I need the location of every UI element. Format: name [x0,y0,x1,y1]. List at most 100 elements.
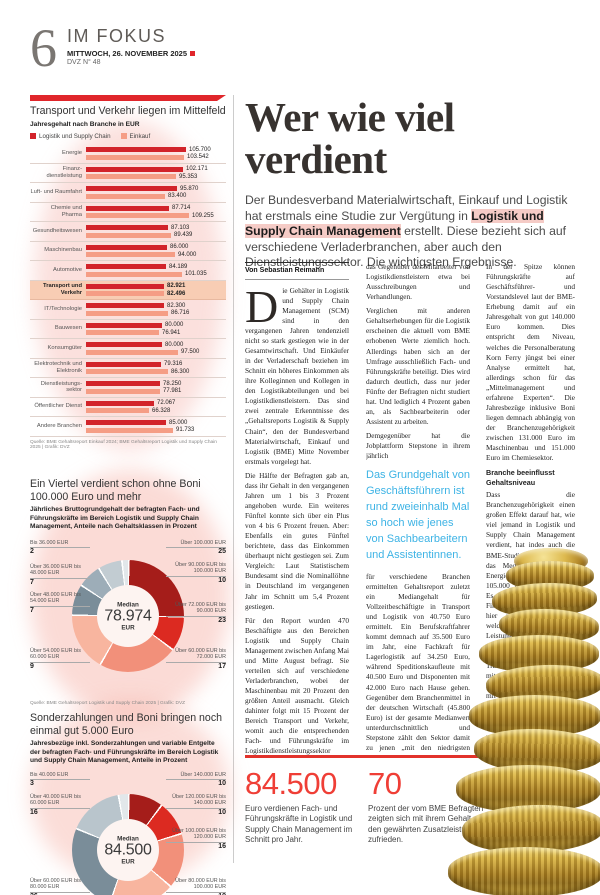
bar-category-label: Konsumgüter [47,344,82,351]
einkauf-bar [86,154,184,160]
body-paragraph: Die Gehälter in Logistik und Supply Chai… [245,280,349,466]
bar-category-label: Öffentlicher Dienst [34,403,82,410]
pie-slice-label: Bis 36.000 EUR 2 [30,540,90,558]
bar-pair: 84.189 101.035 [86,263,226,278]
bar-group: Öffentlicher Dienst 72.067 66.328 [30,398,226,418]
bar-line: 78.250 [86,381,226,387]
bar-value-label: 82.496 [167,290,186,297]
slice-range-label: Über 100.000 EUR bis 120.000 EUR [166,828,226,844]
bar-line: 109.255 [86,213,226,219]
bar-group: Maschinenbau 86.000 94.000 [30,242,226,262]
bar-group: Energie 105.700 103.542 [30,144,226,164]
bar-category-label: IT/Technologie [44,305,82,312]
pie-slice-label: Über 140.000 EUR 10 [166,772,226,790]
logistik-bar [86,244,167,250]
bar-pair: 78.250 77.981 [86,381,226,394]
slice-range-label: Über 100.000 EUR [166,540,226,549]
bar-line: 79.316 [86,361,226,367]
body-paragraph: Verglichen mit anderen Gehaltserhebungen… [366,306,470,426]
einkauf-bar [86,427,173,433]
bar-pair: 79.316 86.300 [86,361,226,375]
brand-red-square [190,51,196,56]
chart1-legend: Logistik und Supply Chain Einkauf [30,133,226,140]
logistik-bar [86,342,162,348]
logistik-bar [86,400,154,406]
bar-category-label: Automotive [53,266,82,273]
slice-range-label: Über 140.000 EUR [166,772,226,781]
pie-slice-label: Über 90.000 EUR bis 100.000 EUR 10 [166,562,226,586]
logistik-bar [86,205,169,211]
bar-pair: 95.870 83.400 [86,185,226,200]
bar-value-label: 109.255 [192,212,214,219]
stat-caption: Euro verdienen Fach- und Führungskräfte … [245,804,353,845]
bar-value-label: 103.542 [187,154,209,161]
coin [448,847,600,895]
red-divider [245,755,497,758]
logistik-bar [86,283,164,289]
slice-percent-value: 17 [218,663,226,671]
bar-value-label: 87.103 [171,224,190,231]
chart3-median: Median 84.500 EUR [104,835,151,866]
bar-category-label: Chemie und Pharma [50,205,82,218]
bar-value-label: 66.328 [152,407,171,414]
bar-value-label: 84.189 [169,263,188,270]
bar-value-label: 72.067 [157,400,176,407]
pie-slice-label: Über 120.000 EUR bis 140.000 EUR 10 [166,794,226,818]
chart1-source: Quelle: BME Gehaltsreport Einkauf 2024; … [30,439,217,450]
legend-item-einkauf: Einkauf [120,133,150,140]
slice-range-label: Über 60.000 EUR bis 72.000 EUR [166,648,226,664]
bar-value-label: 80.000 [165,341,184,348]
bar-rows: Energie 105.700 103.542 Finanz­dienstleistu… [30,144,226,437]
chart2-source: Quelle: BME Gehaltsreport Logistik und S… [30,700,186,706]
bar-value-label: 95.870 [180,185,199,192]
bar-pair: 105.700 103.542 [86,146,226,161]
bar-value-label: 105.700 [189,146,211,153]
slice-range-label: Über 48.000 EUR bis 54.000 EUR [30,592,90,608]
slice-percent-value: 16 [30,809,38,817]
einkauf-bar [86,349,178,355]
bar-line: 76.941 [86,330,226,336]
bar-group: Konsumgüter 80.000 97.500 [30,339,226,359]
slice-percent-value: 7 [30,579,34,587]
bar-line: 86.300 [86,369,226,375]
bar-category-label: Bauwesen [54,325,82,332]
stat-70: 70 Prozent der vom BME Befragten zeigten… [368,768,493,846]
salary-donut [72,559,184,672]
einkauf-bar [86,291,164,297]
slice-percent-value: 7 [30,607,34,615]
stat-value: 70 [368,766,402,801]
logistik-bar [86,166,183,172]
legend-item-logistik: Logistik und Supply Chain [30,133,111,140]
bar-value-label: 83.400 [168,193,187,200]
bar-pair: 82.921 82.496 [86,283,226,297]
slice-percent-value: 26 [30,893,38,895]
pie-slice-label: Über 40.000 EUR bis 60.000 EUR 16 [30,794,90,818]
legend-label-logistik: Logistik und Supply Chain [39,133,111,141]
median-label: Median [117,835,139,843]
bar-value-label: 101.035 [185,271,207,278]
bar-line: 82.300 [86,303,226,309]
logistik-bar [86,303,164,309]
bar-category-label: Finanz­dienstleistung [46,166,82,179]
slice-percent-value: 2 [30,548,34,556]
stat-84500: 84.500 Euro verdienen Fach- und Führungs… [245,768,355,846]
pie-slice-label: Über 80.000 EUR bis 100.000 EUR19 [166,878,226,895]
bar-value-label: 79.316 [164,361,183,368]
einkauf-bar [86,310,168,316]
bar-group: Elektrotechnik und Elektronik 79.316 86.30… [30,359,226,379]
slice-percent-value: 16 [218,843,226,851]
column-divider [233,95,234,863]
median-unit: EUR [121,625,135,633]
bar-line: 86.716 [86,310,226,316]
bar-value-label: 102.171 [186,166,208,173]
bar-line: 82.921 [86,283,226,289]
bar-line: 80.000 [86,322,226,328]
pie-slice-label: Über 60.000 EUR bis 72.000 EUR 17 [166,648,226,672]
bar-group: Chemie und Pharma 87.714 109.255 [30,203,226,223]
logistik-bar [86,225,168,231]
einkauf-bar [86,369,168,375]
article-intro: Der Bundesverband Materialwirtschaft, Ei… [245,193,575,271]
bar-group: Dienstleistungs­sektor 78.250 77.981 [30,378,226,398]
bar-value-label: 82.300 [167,302,186,309]
